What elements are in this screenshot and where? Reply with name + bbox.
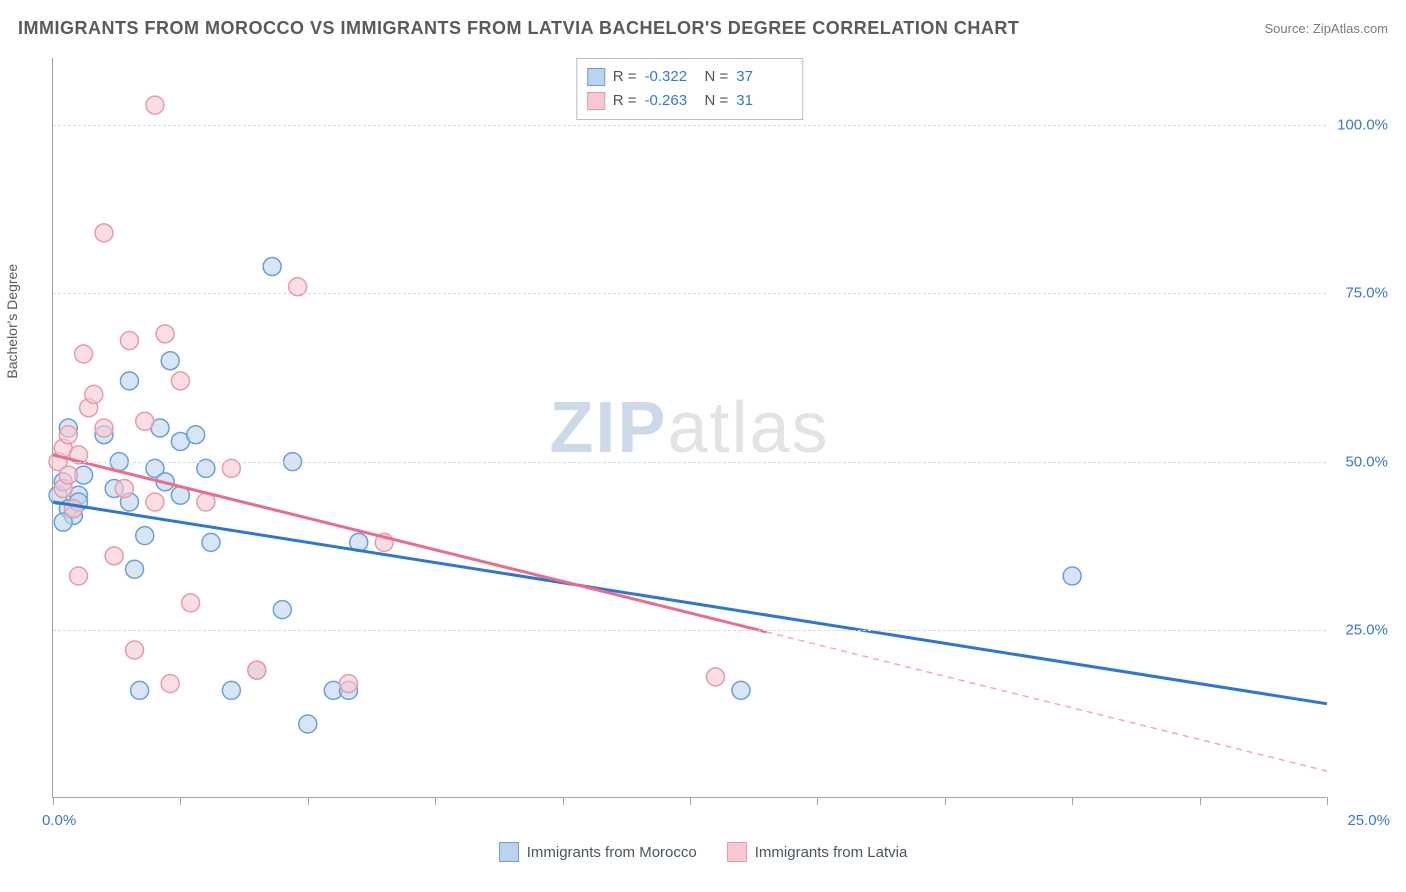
stats-r-label: R = bbox=[613, 65, 637, 89]
scatter-point bbox=[161, 352, 179, 370]
source-text: Source: ZipAtlas.com bbox=[1264, 21, 1388, 36]
x-end-label: 25.0% bbox=[1347, 812, 1390, 829]
scatter-point bbox=[273, 601, 291, 619]
x-tick bbox=[817, 797, 818, 805]
scatter-point bbox=[1063, 567, 1081, 585]
scatter-point bbox=[120, 332, 138, 350]
scatter-point bbox=[120, 372, 138, 390]
scatter-point bbox=[171, 372, 189, 390]
x-tick bbox=[1200, 797, 1201, 805]
x-tick bbox=[180, 797, 181, 805]
legend-item-1: Immigrants from Morocco bbox=[499, 842, 697, 862]
scatter-point bbox=[136, 412, 154, 430]
x-tick bbox=[308, 797, 309, 805]
y-tick-label: 75.0% bbox=[1345, 285, 1388, 302]
legend-label-1: Immigrants from Morocco bbox=[527, 844, 697, 861]
stats-row-1: R = -0.322 N = 37 bbox=[587, 65, 789, 89]
scatter-point bbox=[146, 96, 164, 114]
legend-item-2: Immigrants from Latvia bbox=[727, 842, 908, 862]
x-tick bbox=[435, 797, 436, 805]
scatter-point bbox=[105, 547, 123, 565]
x-start-label: 0.0% bbox=[42, 812, 76, 829]
scatter-point bbox=[202, 533, 220, 551]
scatter-point bbox=[69, 567, 87, 585]
scatter-point bbox=[85, 385, 103, 403]
x-tick bbox=[1072, 797, 1073, 805]
scatter-point bbox=[95, 224, 113, 242]
stats-n-label: N = bbox=[705, 65, 729, 89]
stats-n-label: N = bbox=[705, 89, 729, 113]
chart-title: IMMIGRANTS FROM MOROCCO VS IMMIGRANTS FR… bbox=[18, 18, 1019, 39]
scatter-point bbox=[299, 715, 317, 733]
stats-r-value-1: -0.322 bbox=[645, 65, 697, 89]
stats-swatch-1 bbox=[587, 68, 605, 86]
stats-n-value-1: 37 bbox=[736, 65, 788, 89]
scatter-point bbox=[161, 675, 179, 693]
legend-swatch-2 bbox=[727, 842, 747, 862]
trend-line-dashed bbox=[766, 632, 1327, 771]
scatter-point bbox=[182, 594, 200, 612]
scatter-point bbox=[248, 661, 266, 679]
plot-area: ZIPatlas R = -0.322 N = 37 R = -0.263 N … bbox=[52, 58, 1326, 798]
y-tick-label: 50.0% bbox=[1345, 453, 1388, 470]
gridline bbox=[53, 125, 1326, 126]
trend-line-solid bbox=[53, 502, 1327, 704]
trend-line-solid bbox=[53, 455, 766, 632]
stats-row-2: R = -0.263 N = 31 bbox=[587, 89, 789, 113]
scatter-point bbox=[340, 675, 358, 693]
x-tick bbox=[945, 797, 946, 805]
scatter-point bbox=[131, 681, 149, 699]
title-bar: IMMIGRANTS FROM MOROCCO VS IMMIGRANTS FR… bbox=[18, 18, 1388, 39]
y-axis-title: Bachelor's Degree bbox=[4, 264, 20, 379]
x-tick bbox=[1327, 797, 1328, 805]
scatter-point bbox=[136, 527, 154, 545]
scatter-point bbox=[75, 345, 93, 363]
x-axis-labels: 0.0% 25.0% bbox=[52, 812, 1326, 842]
stats-swatch-2 bbox=[587, 92, 605, 110]
x-tick bbox=[53, 797, 54, 805]
bottom-legend: Immigrants from Morocco Immigrants from … bbox=[0, 842, 1406, 862]
stats-r-label: R = bbox=[613, 89, 637, 113]
legend-label-2: Immigrants from Latvia bbox=[755, 844, 908, 861]
scatter-point bbox=[146, 493, 164, 511]
scatter-point bbox=[263, 258, 281, 276]
gridline bbox=[53, 630, 1326, 631]
scatter-point bbox=[59, 426, 77, 444]
stats-box: R = -0.322 N = 37 R = -0.263 N = 31 bbox=[576, 58, 804, 120]
scatter-point bbox=[126, 560, 144, 578]
gridline bbox=[53, 462, 1326, 463]
x-tick bbox=[690, 797, 691, 805]
scatter-point bbox=[95, 419, 113, 437]
y-tick-label: 25.0% bbox=[1345, 621, 1388, 638]
scatter-point bbox=[156, 325, 174, 343]
scatter-point bbox=[126, 641, 144, 659]
stats-n-value-2: 31 bbox=[736, 89, 788, 113]
scatter-point bbox=[64, 500, 82, 518]
scatter-point bbox=[706, 668, 724, 686]
scatter-point bbox=[187, 426, 205, 444]
legend-swatch-1 bbox=[499, 842, 519, 862]
x-tick bbox=[563, 797, 564, 805]
scatter-point bbox=[115, 480, 133, 498]
y-tick-label: 100.0% bbox=[1337, 117, 1388, 134]
scatter-point bbox=[222, 681, 240, 699]
plot-svg bbox=[53, 58, 1326, 797]
gridline bbox=[53, 293, 1326, 294]
scatter-point bbox=[732, 681, 750, 699]
scatter-point bbox=[59, 466, 77, 484]
stats-r-value-2: -0.263 bbox=[645, 89, 697, 113]
